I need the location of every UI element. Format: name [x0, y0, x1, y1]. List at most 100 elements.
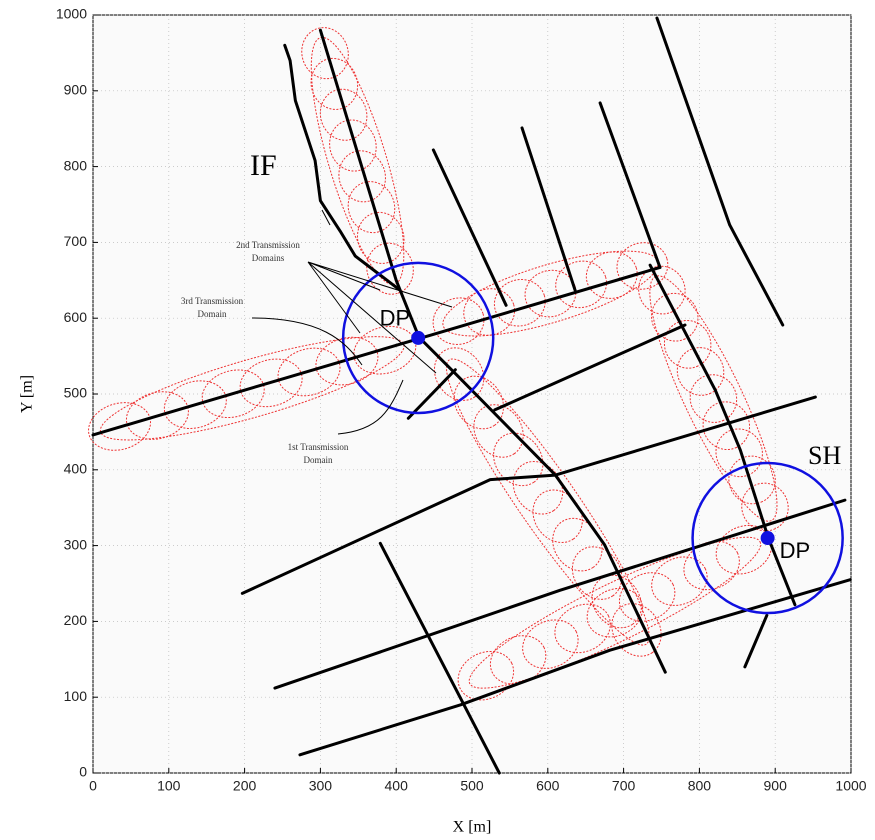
- transmission-domain: [638, 265, 686, 315]
- label-second: Domains: [252, 253, 285, 263]
- road: [648, 263, 797, 607]
- x-tick-label: 700: [612, 778, 636, 794]
- y-tick-label: 700: [64, 233, 88, 249]
- stations: DP DP: [341, 261, 844, 615]
- transmission-domain: [463, 288, 516, 336]
- arrow: [251, 317, 363, 366]
- transmission-domain: [329, 119, 377, 172]
- x-tick-label: 500: [460, 778, 484, 794]
- transmission-domain: [489, 635, 547, 685]
- brace: [321, 209, 331, 226]
- x-tick-label: 600: [536, 778, 560, 794]
- road: [431, 148, 508, 307]
- road: [240, 395, 817, 595]
- transmission-domain: [616, 242, 669, 290]
- transmission-domain: [728, 455, 776, 505]
- road: [91, 265, 662, 437]
- zone-outline: [310, 36, 405, 285]
- station-point: [760, 531, 775, 546]
- y-tick-label: 800: [64, 157, 88, 173]
- transmission-domain: [319, 88, 368, 141]
- road: [598, 101, 662, 269]
- transmission-domain: [493, 432, 544, 487]
- transmission-domain: [473, 404, 524, 458]
- station-label: DP: [780, 538, 811, 563]
- transmission-domain: [554, 603, 611, 654]
- y-tick-label: 0: [79, 764, 87, 780]
- y-tick-label: 200: [64, 612, 88, 628]
- x-tick-label: 300: [309, 778, 333, 794]
- label-third: Domain: [198, 309, 227, 319]
- road: [318, 28, 667, 674]
- transmission-domain: [522, 619, 579, 669]
- transmission-domain: [651, 556, 708, 606]
- y-tick-label: 1000: [56, 6, 87, 22]
- x-tick-label: 1000: [835, 778, 866, 794]
- label-second: 2nd Transmission: [236, 240, 300, 250]
- transmission-domain: [453, 375, 504, 430]
- transmission-domain: [356, 211, 405, 264]
- label-if: IF: [250, 149, 277, 182]
- y-tick-label: 600: [64, 309, 88, 325]
- x-tick-label: 900: [764, 778, 788, 794]
- transmission-domain: [338, 150, 386, 203]
- y-tick-label: 500: [64, 385, 88, 401]
- station-point: [411, 330, 426, 345]
- y-axis-label: Y [m]: [19, 375, 36, 413]
- coverage-circle: [341, 261, 495, 415]
- x-tick-label: 100: [157, 778, 181, 794]
- road: [273, 498, 847, 690]
- transmission-domain: [493, 279, 546, 327]
- transmission-domain: [702, 401, 751, 451]
- y-tick-label: 900: [64, 82, 88, 98]
- transmission-domain: [432, 297, 485, 345]
- label-sh: SH: [808, 441, 841, 470]
- transmission-domain: [591, 574, 642, 629]
- road: [283, 43, 402, 292]
- transmission-domain: [586, 587, 644, 638]
- y-tick-label: 300: [64, 536, 88, 552]
- transmission-domain: [457, 650, 515, 701]
- transmission-domain: [676, 347, 725, 396]
- transmission-domain: [683, 540, 740, 591]
- transmission-domain: [555, 260, 607, 309]
- road: [406, 368, 457, 420]
- transmission-domain: [651, 292, 699, 342]
- y-tick-label: 400: [64, 461, 88, 477]
- x-tick-label: 0: [89, 778, 97, 794]
- transmission-domain: [741, 482, 789, 532]
- transmission-domain: [310, 57, 359, 110]
- transmission-domain: [663, 319, 712, 369]
- label-first: 1st Transmission: [288, 442, 349, 452]
- arrow: [307, 261, 453, 374]
- road: [298, 578, 852, 757]
- transmission-domain: [689, 374, 738, 423]
- transmission-domain: [571, 546, 623, 600]
- road: [743, 613, 769, 669]
- annotation-arrows: [251, 209, 453, 435]
- x-tick-label: 800: [688, 778, 712, 794]
- transmission-domain: [618, 572, 676, 622]
- x-tick-label: 400: [385, 778, 409, 794]
- x-tick-label: 200: [233, 778, 257, 794]
- road: [378, 541, 501, 775]
- coverage-circle: [691, 461, 844, 615]
- plot-area: [92, 14, 852, 774]
- zone-outline: [468, 536, 762, 689]
- arrow: [337, 379, 404, 435]
- station-label: DP: [380, 306, 411, 331]
- transmission-domain: [585, 251, 638, 299]
- label-third: 3rd Transmission: [181, 296, 244, 306]
- x-axis-label: X [m]: [453, 819, 492, 836]
- road: [520, 126, 577, 292]
- transmission-domain: [347, 181, 396, 234]
- roads: [91, 16, 852, 775]
- transmission-domain: [366, 242, 414, 295]
- transmission-domain: [301, 27, 349, 80]
- road: [655, 16, 785, 327]
- grid: [92, 14, 852, 774]
- y-tick-label: 100: [64, 688, 88, 704]
- road: [493, 323, 687, 412]
